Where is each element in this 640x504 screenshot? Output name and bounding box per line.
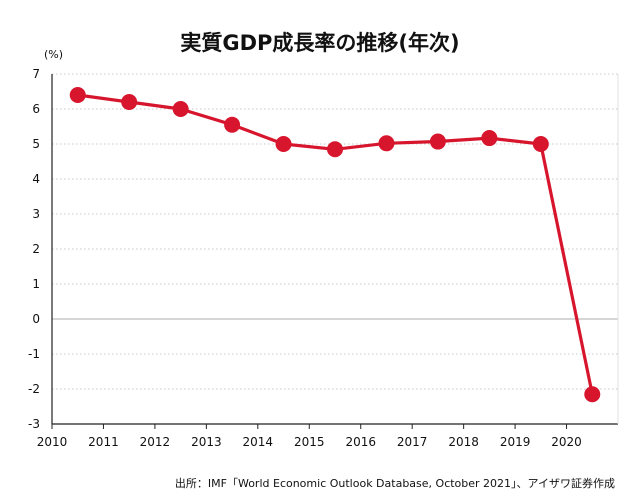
y-tick-label: -3 [28,417,40,431]
x-tick-label: 2020 [551,435,582,449]
y-tick-label: 1 [32,277,40,291]
data-point [172,101,189,117]
series-line [77,93,594,395]
x-tick-label: 2016 [345,435,376,449]
y-tick-label: 7 [32,67,40,81]
data-point [532,136,549,152]
data-point [121,94,138,110]
x-tick-label: 2017 [397,435,428,449]
y-tick-label: 5 [32,137,40,151]
x-tick-label: 2010 [37,435,68,449]
x-tick-label: 2013 [191,435,222,449]
chart-title: 実質GDP成長率の推移(年次) [180,31,459,55]
axes [51,74,619,429]
source-note: 出所：IMF「World Economic Outlook Database, … [175,476,615,490]
y-tick-label: 3 [32,207,40,221]
x-tick-label: 2014 [243,435,274,449]
data-point [327,141,343,158]
y-tick-labels: 7 6 5 4 3 2 1 0 -1 -2 -3 [28,67,40,431]
y-tick-label: 6 [32,102,40,116]
x-tick-label: 2019 [500,435,531,449]
y-tick-label: -1 [28,347,40,361]
x-tick-label: 2015 [294,435,325,449]
x-tick-label: 2018 [448,435,479,449]
series-line-group [69,87,601,403]
y-tick-label: 0 [32,312,40,326]
y-tick-label: -2 [28,382,40,396]
grid-lines [52,73,618,390]
data-point [429,133,446,150]
x-tick-label: 2012 [140,435,171,449]
data-point [275,136,292,152]
data-point [378,135,395,152]
data-point [481,130,498,147]
y-tick-label: 4 [32,172,40,186]
y-axis-unit-label: (%) [44,48,63,61]
data-point [69,87,86,103]
x-tick-labels: 2010 2011 2012 2013 2014 2015 2016 2017 2018 2019… [37,435,582,449]
data-point [584,386,601,403]
data-point [224,116,241,133]
x-tick-label: 2011 [88,435,119,449]
y-tick-label: 2 [32,242,40,256]
